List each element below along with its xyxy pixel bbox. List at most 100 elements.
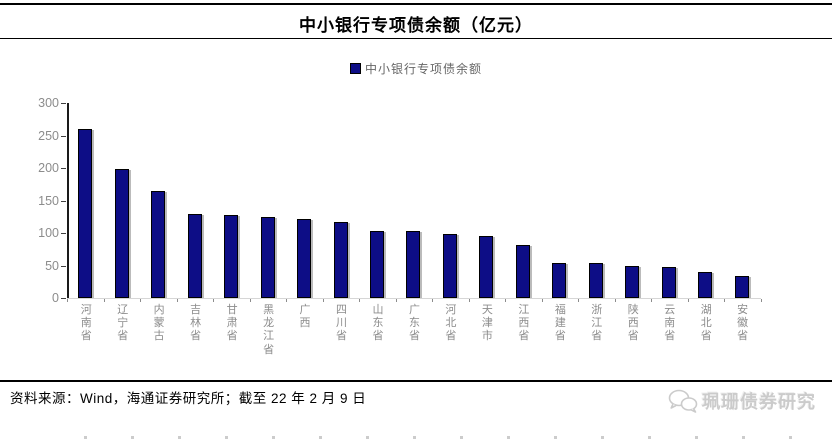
x-axis-category-cell: 江西省 [506, 304, 542, 357]
x-axis-category-label: 辽宁省 [117, 304, 129, 343]
bar-column [652, 103, 688, 298]
x-axis-tick [651, 299, 652, 302]
x-axis-category-cell: 安徽省 [724, 304, 760, 357]
footer-divider [0, 380, 832, 382]
x-axis-category-label: 山东省 [372, 304, 384, 343]
x-axis-tick [396, 299, 397, 302]
y-axis-tick-label: 200 [38, 161, 59, 175]
bar-湖北省 [698, 272, 713, 298]
x-axis-tick [469, 299, 470, 302]
title-divider [0, 38, 832, 39]
x-axis-category-label: 福建省 [554, 304, 566, 343]
x-axis-category-label: 吉林省 [190, 304, 202, 343]
x-axis-tick [761, 299, 762, 302]
x-axis-category-label: 陕西省 [627, 304, 639, 343]
x-axis-tick [724, 299, 725, 302]
y-axis-tick-label: 150 [38, 193, 59, 208]
bar-山东省 [369, 231, 384, 298]
x-axis-category-cell: 山东省 [360, 304, 396, 357]
x-axis-category-cell: 广东省 [396, 304, 432, 357]
x-axis-tick [505, 299, 506, 302]
x-axis-tick [432, 299, 433, 302]
bar-column [287, 103, 323, 298]
cropped-text-row [40, 436, 800, 439]
x-axis-category-label: 天津市 [481, 304, 493, 343]
bar-column [615, 103, 651, 298]
bars-area [68, 103, 761, 298]
bar-广东省 [406, 231, 421, 298]
bar-黑龙江省 [260, 217, 275, 298]
x-axis-tick [359, 299, 360, 302]
x-axis-category-cell: 黑龙江省 [250, 304, 286, 357]
bar-column [214, 103, 250, 298]
y-axis-tick-label: 300 [38, 96, 59, 110]
x-axis-category-cell: 天津市 [469, 304, 505, 357]
x-axis-category-cell: 浙江省 [579, 304, 615, 357]
bar-陕西省 [625, 266, 640, 298]
x-axis-category-cell: 辽宁省 [104, 304, 140, 357]
x-axis-category-cell: 福建省 [542, 304, 578, 357]
bar-河北省 [442, 234, 457, 298]
x-axis-category-label: 江西省 [518, 304, 530, 343]
x-axis-tick [67, 299, 68, 302]
x-axis-category-label: 甘肃省 [226, 304, 238, 343]
bar-column [542, 103, 578, 298]
x-axis-category-label: 浙江省 [591, 304, 603, 343]
x-axis-category-cell: 湖北省 [688, 304, 724, 357]
x-axis-tick [177, 299, 178, 302]
x-axis-category-label: 广西 [299, 304, 311, 330]
x-axis-category-cell: 内蒙古 [141, 304, 177, 357]
bar-福建省 [552, 263, 567, 298]
y-axis-line [67, 103, 69, 298]
y-axis-tick-label: 50 [45, 258, 59, 273]
bar-column [724, 103, 760, 298]
bar-column [688, 103, 724, 298]
x-axis-category-cell: 广西 [287, 304, 323, 357]
legend-label: 中小银行专项债余额 [364, 61, 482, 76]
x-axis-category-cell: 甘肃省 [214, 304, 250, 357]
x-axis-category-label: 河北省 [445, 304, 457, 343]
x-axis-tick [140, 299, 141, 302]
x-axis-category-cell: 河南省 [68, 304, 104, 357]
bar-column [141, 103, 177, 298]
bar-column [104, 103, 140, 298]
x-axis-category-label: 四川省 [336, 304, 348, 343]
x-axis-tick [286, 299, 287, 302]
bar-天津市 [479, 236, 494, 298]
y-axis-tick-label: 250 [38, 128, 59, 143]
x-axis-category-label: 河南省 [80, 304, 92, 343]
y-axis-tick [61, 168, 66, 169]
bar-column [579, 103, 615, 298]
watermark-text: 珮珊债券研究 [702, 392, 816, 412]
bar-江西省 [515, 245, 530, 298]
x-axis-tick [323, 299, 324, 302]
bar-column [250, 103, 286, 298]
x-axis-category-label: 内蒙古 [153, 304, 165, 343]
x-axis-tick [615, 299, 616, 302]
bar-河南省 [78, 129, 93, 298]
y-axis-tick-label: 0 [52, 291, 59, 305]
x-axis-tick [688, 299, 689, 302]
bar-column [433, 103, 469, 298]
bar-辽宁省 [114, 169, 129, 298]
x-axis-line [67, 298, 761, 299]
x-axis-category-cell: 吉林省 [177, 304, 213, 357]
bar-内蒙古 [151, 191, 166, 298]
y-axis-tick [61, 135, 66, 137]
chart-title: 中小银行专项债余额（亿元） [299, 16, 533, 35]
legend: 中小银行专项债余额 [0, 61, 832, 76]
bar-column [68, 103, 104, 298]
bar-甘肃省 [224, 215, 239, 298]
y-axis-tick [61, 233, 66, 234]
x-axis-category-label: 安徽省 [737, 304, 749, 343]
source-note: 资料来源：Wind，海通证券研究所；截至 22 年 2 月 9 日 [10, 391, 367, 406]
x-axis-category-label: 广东省 [408, 304, 420, 343]
x-axis-tick [104, 299, 105, 302]
y-axis-tick [61, 298, 66, 299]
bar-column [396, 103, 432, 298]
legend-swatch-icon [349, 62, 361, 74]
bar-column [360, 103, 396, 298]
x-axis-category-cell: 河北省 [433, 304, 469, 357]
y-axis-tick-label: 100 [38, 226, 59, 240]
